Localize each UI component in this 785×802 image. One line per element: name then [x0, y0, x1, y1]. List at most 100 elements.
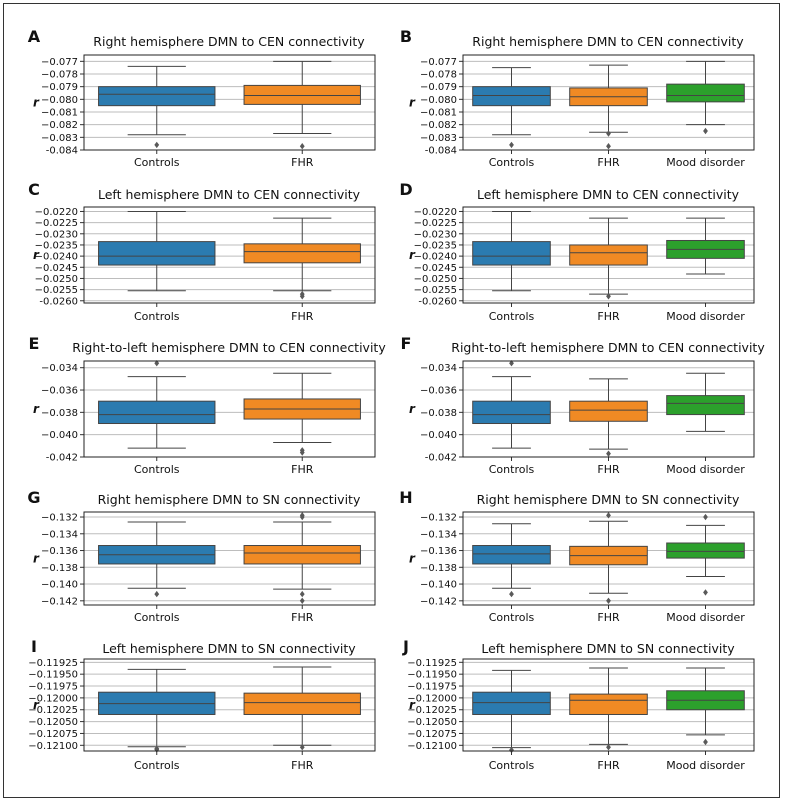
- figure-frame: [3, 3, 780, 798]
- panel-h-ytick-label: −0.142: [420, 596, 457, 607]
- panel-h-box: [472, 545, 551, 565]
- panel-h-flier: [606, 597, 611, 605]
- panel-h-ytick-label: −0.138: [420, 563, 457, 574]
- panel-j-ytick-label: −0.12025: [407, 705, 457, 716]
- panel-g-flier: [299, 513, 305, 521]
- panel-a-ytick-label: −0.080: [41, 95, 78, 106]
- panel-d-xtick-label: Mood disorder: [666, 310, 745, 323]
- panel-j-xtick-label: FHR: [597, 759, 620, 772]
- panel-f-box: [666, 395, 745, 416]
- panel-c-flier: [299, 293, 305, 300]
- panel-c-axes: [83, 206, 376, 304]
- panel-b-ytick-label: −0.082: [420, 120, 457, 131]
- panel-f-ytick-label: −0.038: [420, 408, 457, 419]
- panel-c-ytick-label: −0.0250: [35, 274, 78, 285]
- panel-f-xtick-label: Mood disorder: [666, 463, 745, 476]
- panel-g-title: Right hemisphere DMN to SN connectivity: [98, 492, 361, 507]
- panel-c-title: Left hemisphere DMN to CEN connectivity: [98, 187, 361, 202]
- panel-b-box: [666, 83, 745, 103]
- panel-a-ytick-label: -0.084: [46, 146, 78, 157]
- panel-a-letter: A: [28, 27, 41, 46]
- panel-d-ytick-label: −0.0225: [414, 218, 457, 229]
- panel-b-axes: [462, 54, 755, 151]
- panel-a-flier: [299, 143, 305, 150]
- panel-h-ytick-label: −0.140: [420, 580, 457, 591]
- panel-f-flier: [509, 360, 514, 367]
- panel-h-ytick-label: −0.136: [420, 546, 457, 557]
- panel-j-box: [569, 693, 648, 715]
- panel-b-xtick-label: FHR: [597, 156, 620, 169]
- panel-g-ytick-label: −0.132: [41, 513, 78, 524]
- panel-g-ytick-label: −0.142: [41, 596, 78, 607]
- panel-f-flier: [606, 450, 611, 457]
- panel-f-ytick-label: −0.040: [420, 430, 457, 441]
- panel-c-ytick-label: -0.0260: [39, 296, 78, 307]
- panel-b-flier: [606, 130, 611, 137]
- panel-g-xtick-label: Controls: [134, 611, 180, 624]
- panel-j-flier: [509, 746, 514, 754]
- panel-g-xtick-label: FHR: [291, 611, 314, 624]
- panel-a-ytick-label: −0.078: [41, 70, 78, 81]
- panel-b-ytick-label: −0.080: [420, 95, 457, 106]
- panel-e-ylabel: r: [33, 402, 40, 416]
- panel-c-ytick-label: −0.0240: [35, 252, 78, 263]
- panel-j-xtick-label: Mood disorder: [666, 759, 745, 772]
- panel-e-letter: E: [29, 334, 40, 353]
- panel-i-flier: [299, 744, 305, 751]
- panel-g-flier: [299, 590, 305, 598]
- panel-f-ylabel: r: [409, 402, 416, 416]
- panel-f-ytick-label: −0.034: [420, 363, 457, 374]
- panel-i-axes: [83, 658, 376, 752]
- panel-c-ytick-label: −0.0245: [35, 263, 78, 274]
- panel-e-xtick-label: Controls: [134, 463, 180, 476]
- panel-a-box: [98, 86, 216, 107]
- panel-h-flier: [703, 589, 708, 596]
- panel-h-flier: [606, 512, 611, 519]
- panel-e-ytick-label: −0.036: [41, 386, 78, 397]
- panel-f-xtick-label: Controls: [489, 463, 535, 476]
- panel-a-box: [243, 84, 361, 105]
- panel-j-ytick-label: −0.11950: [407, 670, 457, 681]
- panel-h-letter: H: [399, 488, 412, 507]
- panel-f-title: Right-to-left hemisphere DMN to CEN conn…: [451, 340, 765, 355]
- panel-c-xtick-label: FHR: [291, 310, 314, 323]
- panel-c-ytick-label: −0.0255: [35, 285, 78, 296]
- panel-a-ytick-label: −0.079: [41, 82, 78, 93]
- panel-c-box: [98, 241, 216, 266]
- panel-b-letter: B: [400, 27, 412, 46]
- panel-c-ytick-label: −0.0225: [35, 218, 78, 229]
- panel-g-flier: [154, 590, 160, 598]
- panel-e-ytick-label: -0.042: [46, 453, 78, 464]
- panel-h-flier: [703, 513, 708, 521]
- panel-h-axes: [462, 511, 755, 606]
- panel-d-ylabel: r: [409, 248, 416, 262]
- panel-j-title: Left hemisphere DMN to SN connectivity: [481, 641, 735, 656]
- panel-j-ytick-label: −0.12000: [407, 693, 457, 704]
- panel-j-box: [472, 691, 551, 715]
- panel-g-axes: [83, 511, 376, 606]
- panel-f-box: [569, 400, 648, 422]
- panel-h-flier: [509, 590, 514, 598]
- panel-e-box: [98, 400, 216, 425]
- panel-f-letter: F: [401, 334, 412, 353]
- panel-e-ytick-label: −0.034: [41, 363, 78, 374]
- panel-d-box: [472, 241, 551, 266]
- panel-d-ytick-label: −0.0220: [414, 207, 457, 218]
- panel-h-xtick-label: Controls: [489, 611, 535, 624]
- panel-a-title: Right hemisphere DMN to CEN connectivity: [93, 34, 365, 49]
- panel-d-ytick-label: −0.0235: [414, 240, 457, 251]
- panel-f-ytick-label: −0.036: [420, 386, 457, 397]
- panel-d-letter: D: [399, 180, 412, 199]
- panel-i-box: [243, 692, 361, 715]
- panel-i-ytick-label: −0.11950: [28, 670, 78, 681]
- panel-h-xtick-label: Mood disorder: [666, 611, 745, 624]
- panel-i-ytick-label: −0.12075: [28, 729, 78, 740]
- panel-d-ytick-label: −0.0245: [414, 263, 457, 274]
- panel-j-ytick-label: −0.11925: [407, 658, 457, 669]
- panel-b-ylabel: r: [409, 96, 416, 110]
- panel-g-ytick-label: −0.138: [41, 563, 78, 574]
- panel-i-letter: I: [31, 637, 37, 656]
- panel-j-ylabel: r: [409, 698, 416, 712]
- panel-e-flier: [154, 360, 160, 367]
- panel-h-ytick-label: −0.134: [420, 529, 457, 540]
